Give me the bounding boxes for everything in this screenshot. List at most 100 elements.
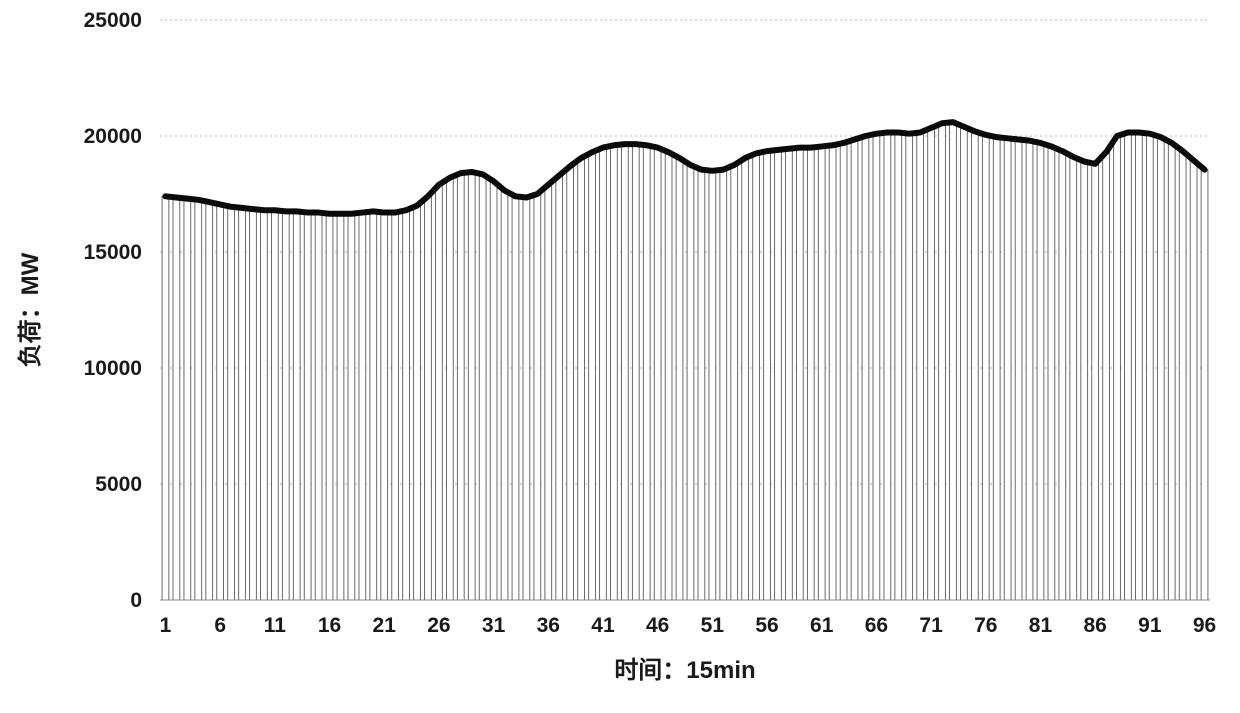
bar — [271, 210, 278, 600]
x-tick-label: 56 — [755, 614, 778, 637]
bar — [950, 122, 957, 600]
bar — [545, 185, 552, 600]
bar — [884, 133, 891, 600]
bar — [643, 145, 650, 600]
x-tick-label: 41 — [591, 614, 615, 637]
bar — [162, 196, 169, 600]
bar — [315, 213, 322, 600]
x-tick-label: 86 — [1083, 614, 1106, 637]
bar — [775, 150, 782, 600]
bar — [698, 170, 705, 600]
bar — [818, 146, 825, 600]
bar — [1125, 133, 1132, 600]
y-tick-label: 20000 — [84, 125, 142, 148]
x-tick-label: 21 — [373, 614, 397, 637]
load-chart: 0500010000150002000025000161116212631364… — [0, 0, 1240, 713]
bar — [1081, 162, 1088, 600]
bar — [1070, 157, 1077, 600]
bar — [348, 214, 355, 600]
bar — [1190, 160, 1197, 600]
x-tick-label: 1 — [160, 614, 172, 637]
bar — [436, 185, 443, 600]
bar — [731, 165, 738, 600]
bar — [742, 158, 749, 600]
bar — [457, 173, 464, 600]
bar — [293, 211, 300, 600]
bar — [1092, 164, 1099, 600]
bar — [1157, 137, 1164, 600]
x-tick-label: 61 — [810, 614, 834, 637]
bar — [184, 199, 191, 600]
bar — [173, 197, 180, 600]
x-tick-label: 46 — [646, 614, 669, 637]
bar — [982, 135, 989, 600]
x-tick-label: 81 — [1029, 614, 1053, 637]
bar — [479, 174, 486, 600]
bar — [993, 137, 1000, 600]
bar — [665, 152, 672, 600]
bar — [709, 171, 716, 600]
bar — [1037, 143, 1044, 600]
bar — [523, 197, 530, 600]
bar — [1048, 146, 1055, 600]
bar — [939, 123, 946, 600]
bar — [851, 139, 858, 600]
bar — [611, 145, 618, 600]
bar — [1114, 136, 1121, 600]
bar — [228, 207, 235, 600]
bar — [589, 152, 596, 600]
bar — [906, 134, 913, 600]
bar — [195, 200, 202, 600]
bar — [654, 148, 661, 600]
x-tick-label: 71 — [919, 614, 943, 637]
y-axis-title: 负荷：MW — [17, 252, 44, 367]
bar — [917, 133, 924, 600]
bar — [1201, 170, 1208, 600]
bar — [370, 211, 377, 600]
bar — [753, 153, 760, 600]
bar — [403, 210, 410, 600]
bar — [567, 166, 574, 600]
bar — [1103, 152, 1110, 600]
bar — [895, 133, 902, 600]
bar — [1136, 133, 1143, 600]
y-tick-label: 5000 — [95, 473, 142, 496]
bar — [468, 172, 475, 600]
x-tick-label: 66 — [865, 614, 888, 637]
bar — [261, 210, 268, 600]
bar — [206, 202, 213, 600]
bar — [578, 158, 585, 600]
bar — [621, 144, 628, 600]
bar — [239, 208, 246, 600]
bar — [250, 209, 257, 600]
y-tick-label: 25000 — [84, 9, 142, 32]
bar — [1004, 138, 1011, 600]
bar — [1015, 139, 1022, 600]
x-tick-label: 26 — [427, 614, 450, 637]
bar — [425, 196, 432, 600]
y-tick-label: 10000 — [84, 357, 142, 380]
bar — [687, 165, 694, 600]
bar — [840, 143, 847, 600]
bar — [359, 213, 366, 600]
bar — [764, 151, 771, 600]
x-tick-label: 31 — [482, 614, 506, 637]
x-axis-title: 时间：15min — [614, 657, 755, 684]
y-tick-label: 15000 — [84, 241, 142, 264]
y-tick-label: 0 — [130, 589, 142, 612]
bar — [217, 204, 224, 600]
x-tick-label: 11 — [264, 614, 287, 637]
bar — [720, 170, 727, 600]
bar — [392, 213, 399, 600]
x-tick-label: 96 — [1193, 614, 1216, 637]
x-tick-label: 51 — [701, 614, 725, 637]
bar — [556, 175, 563, 600]
bar — [862, 136, 869, 600]
bar — [676, 158, 683, 600]
bar — [512, 196, 519, 600]
bar — [1026, 141, 1033, 600]
x-tick-label: 76 — [974, 614, 997, 637]
bar — [501, 191, 508, 600]
bar — [873, 134, 880, 600]
bar — [632, 144, 639, 600]
